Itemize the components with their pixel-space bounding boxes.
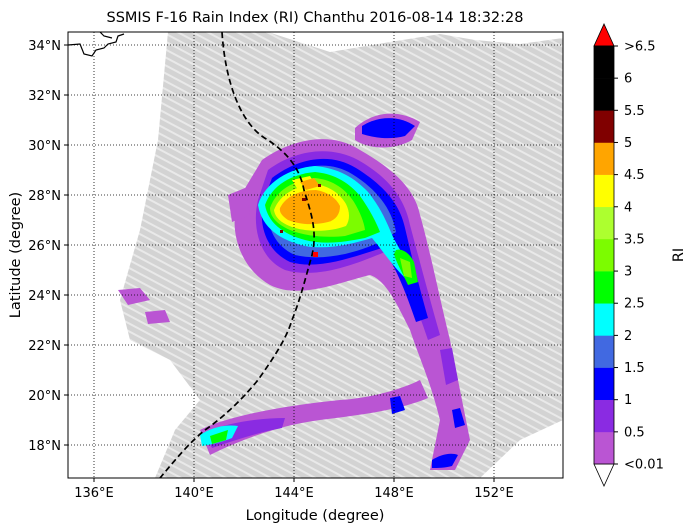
chart-title: SSMIS F-16 Rain Index (RI) Chanthu 2016-… (107, 10, 524, 26)
colorbar-segment (594, 174, 614, 208)
colorbar-segment (594, 238, 614, 272)
colorbar-segment (594, 206, 614, 240)
colorbar-tick-label: 4 (624, 200, 632, 215)
colorbar-tick-label: 6 (624, 72, 632, 87)
colorbar-tick-label: 0.5 (624, 425, 645, 440)
y-tick-label: 20°N (28, 389, 61, 404)
x-axis-label: Longitude (degree) (246, 508, 385, 524)
colorbar-tick-label: 1.5 (624, 361, 645, 376)
rain-band-core (280, 184, 321, 233)
colorbar-lower-extension (593, 463, 615, 487)
y-tick-label: 24°N (28, 289, 61, 304)
colorbar-tick-label: 3 (624, 265, 632, 280)
colorbar-segment (594, 142, 614, 175)
storm-track (159, 32, 315, 478)
y-tick-label: 28°N (28, 189, 61, 204)
x-tick-label: 144°E (274, 486, 314, 501)
colorbar-segment (594, 303, 614, 336)
colorbar-tick-label: 5 (624, 136, 632, 151)
colorbar-tick-label: 2.5 (624, 297, 645, 312)
colorbar-tick-label: 3.5 (624, 232, 645, 247)
colorbar-segment (594, 431, 614, 465)
storm-center-marker (313, 252, 318, 257)
x-tick-label: 140°E (174, 486, 214, 501)
colorbar-segment (594, 367, 614, 400)
colorbar-segment (594, 271, 614, 304)
colorbar-upper-extension (593, 23, 615, 47)
colorbar-tick-label: 1 (624, 393, 632, 408)
colorbar-tick-label: <0.01 (624, 458, 664, 473)
x-tick-label: 152°E (474, 486, 514, 501)
y-tick-label: 18°N (28, 439, 61, 454)
colorbar-frame (593, 45, 615, 465)
y-axis-label: Latitude (degree) (8, 192, 24, 318)
colorbar-tick-label: >6.5 (624, 40, 656, 55)
y-tick-label: 32°N (28, 89, 61, 104)
x-axis: 136°E 140°E 144°E 148°E 152°E Longitude … (74, 478, 514, 524)
colorbar-label: RI (671, 248, 687, 262)
colorbar-segment (594, 78, 614, 111)
y-tick-label: 26°N (28, 239, 61, 254)
colorbar-tick-label: 5.5 (624, 104, 645, 119)
colorbar-tick-label: 4.5 (624, 168, 645, 183)
map-panel (68, 32, 563, 478)
colorbar-segment (594, 335, 614, 368)
x-tick-label: 148°E (374, 486, 414, 501)
colorbar-tick-label: 2 (624, 329, 632, 344)
x-tick-label: 136°E (74, 486, 114, 501)
y-tick-label: 30°N (28, 139, 61, 154)
colorbar-segment (594, 110, 614, 143)
gridlines (68, 32, 563, 478)
colorbar-segment (594, 399, 614, 433)
colorbar-segment (594, 46, 614, 79)
coastline (68, 32, 125, 57)
colorbar: <0.01 0.5 1 1.5 2 2.5 3 3.5 4 4.5 5 5.5 6 >6.5 RI (593, 23, 687, 487)
y-tick-label: 22°N (28, 339, 61, 354)
map-frame (67, 31, 564, 479)
y-axis: 18°N 20°N 22°N 24°N 26°N 28°N 30°N 32°N … (8, 39, 68, 454)
y-tick-label: 34°N (28, 39, 61, 54)
